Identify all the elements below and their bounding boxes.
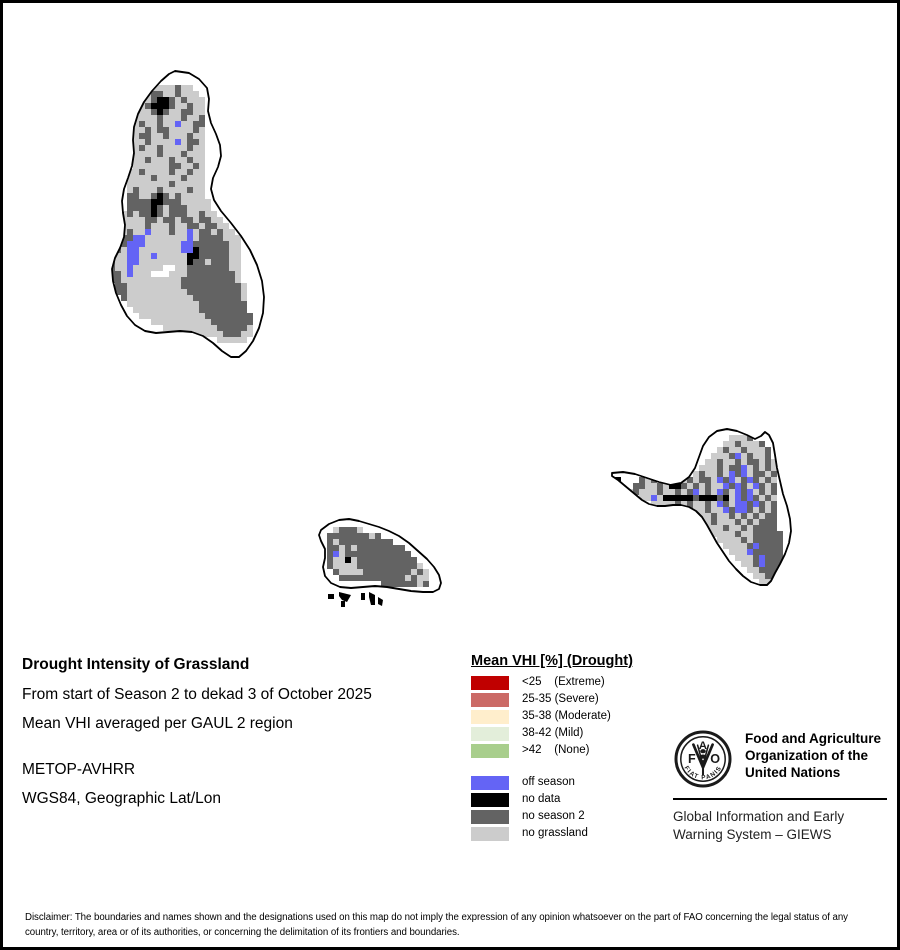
legend-class-row: 35-38 (Moderate): [471, 709, 671, 725]
fao-block: F A O FIAT PANIS Food and Agriculture Or…: [673, 729, 891, 843]
caption-spacer: [22, 746, 452, 762]
fao-org-line-1: Food and Agriculture: [745, 731, 881, 746]
legend-status-row: off season: [471, 775, 671, 791]
legend-status-label: no grassland: [522, 827, 588, 840]
fao-org-line-3: United Nations: [745, 764, 841, 780]
legend-status-swatch: [471, 776, 509, 790]
legend-status-row: no data: [471, 792, 671, 808]
legend-status-swatch: [471, 793, 509, 807]
legend-status-label: no data: [522, 793, 561, 806]
legend-class-label: <25 (Extreme): [522, 676, 605, 689]
legend-spacer: [471, 760, 671, 775]
caption-projection: WGS84, Geographic Lat/Lon: [22, 790, 222, 807]
legend-class-swatch: [471, 744, 509, 758]
legend-class-list: <25 (Extreme) 25-35 (Severe) 35-38 (Modera…: [471, 675, 671, 759]
map-area: [3, 3, 897, 643]
legend-class-swatch: [471, 710, 509, 724]
caption-metric: Mean VHI averaged per GAUL 2 region: [22, 715, 293, 732]
fao-org-line-2: Organization of the: [745, 747, 868, 763]
caption-block: Drought Intensity of Grassland From star…: [22, 657, 452, 821]
fao-organization-name: Food and Agriculture Organization of the…: [745, 729, 881, 782]
fao-logo-icon: F A O FIAT PANIS: [673, 729, 733, 789]
legend-class-label: 25-35 (Severe): [522, 693, 599, 706]
legend-class-row: >42 (None): [471, 743, 671, 759]
legend-class-label: 35-38 (Moderate): [522, 710, 611, 723]
legend-class-swatch: [471, 693, 509, 707]
caption-sensor: METOP-AVHRR: [22, 760, 136, 778]
caption-period: From start of Season 2 to dekad 3 of Oct…: [22, 685, 372, 703]
legend-class-swatch: [471, 676, 509, 690]
fao-system-line-2: Warning System – GIEWS: [673, 826, 832, 842]
svg-text:O: O: [710, 752, 720, 766]
svg-text:A: A: [699, 740, 707, 752]
disclaimer-text: Disclaimer: The boundaries and names sho…: [25, 912, 848, 939]
legend: Mean VHI [%] (Drought) <25 (Extreme) 25-3…: [471, 653, 671, 843]
legend-status-label: no season 2: [522, 810, 585, 823]
fao-divider: [673, 798, 887, 800]
legend-title: Mean VHI [%] (Drought): [471, 653, 633, 669]
legend-status-row: no grassland: [471, 826, 671, 842]
fao-header: F A O FIAT PANIS Food and Agriculture Or…: [673, 729, 891, 789]
legend-class-swatch: [471, 727, 509, 741]
caption-heading: Drought Intensity of Grassland: [22, 656, 250, 673]
legend-class-row: <25 (Extreme): [471, 675, 671, 691]
legend-class-label: 38-42 (Mild): [522, 727, 584, 740]
legend-status-label: off season: [522, 776, 575, 789]
fao-system-line-1: Global Information and Early: [673, 809, 845, 824]
legend-status-row: no season 2: [471, 809, 671, 825]
legend-status-list: off season no data no season 2 no grassland: [471, 775, 671, 842]
legend-status-swatch: [471, 810, 509, 824]
legend-class-label: >42 (None): [522, 744, 590, 757]
legend-class-row: 38-42 (Mild): [471, 726, 671, 742]
legend-class-row: 25-35 (Severe): [471, 692, 671, 708]
legend-status-swatch: [471, 827, 509, 841]
svg-text:F: F: [688, 752, 696, 766]
map-canvas: [3, 3, 897, 643]
fao-system-name: Global Information and Early Warning Sys…: [673, 808, 891, 843]
